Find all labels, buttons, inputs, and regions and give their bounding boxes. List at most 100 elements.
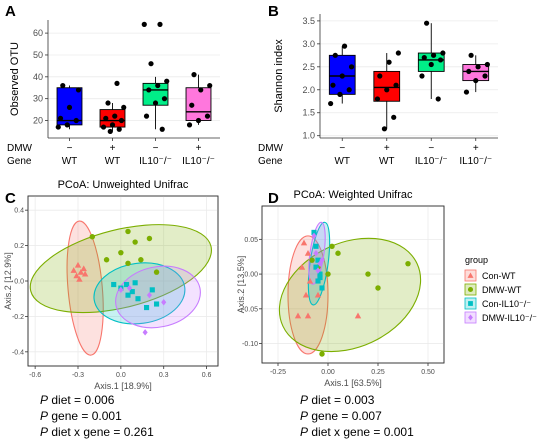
y-axis-title: Axis.2 [12.9%] — [3, 252, 13, 310]
data-point — [143, 113, 150, 119]
y-tick-label: -0.2 — [12, 314, 24, 321]
data-point — [468, 52, 474, 58]
x-tick-label: 0.25 — [371, 369, 385, 376]
point-diamond — [315, 267, 321, 274]
panel-letter: B — [268, 3, 279, 20]
data-point — [73, 117, 79, 124]
data-point — [384, 87, 390, 93]
point-diamond — [161, 299, 167, 306]
gene-value: IL10⁻/⁻ — [182, 156, 215, 167]
y-tick-label: 60 — [33, 28, 43, 38]
legend-title: group — [465, 255, 488, 265]
data-point — [440, 50, 446, 56]
data-point — [437, 57, 444, 63]
panel-letter: D — [268, 190, 279, 207]
data-point — [118, 117, 125, 124]
data-point — [109, 122, 116, 128]
data-point — [484, 61, 490, 68]
data-point — [55, 124, 61, 130]
gene-row-label: Gene — [258, 156, 283, 167]
data-point — [148, 61, 154, 67]
point-square — [313, 243, 319, 249]
dmw-value: − — [339, 143, 345, 154]
y-tick-label: -0.05 — [242, 306, 258, 313]
confidence-ellipse — [29, 224, 212, 314]
data-point — [60, 82, 66, 89]
point-circle — [138, 257, 144, 263]
data-point — [141, 21, 147, 27]
y-tick-label: -0.10 — [242, 341, 258, 348]
point-square — [154, 301, 160, 307]
y-tick-label: 2.0 — [302, 85, 315, 95]
point-circle — [325, 271, 331, 277]
data-point — [116, 126, 122, 132]
data-point — [64, 122, 70, 128]
data-point — [332, 52, 338, 58]
y-tick-label: 0.0 — [14, 279, 24, 286]
point-diamond — [146, 291, 152, 299]
point-triangle — [70, 267, 77, 273]
gene-value: WT — [62, 156, 78, 167]
legend: group Con-WT DMW-WT Con-IL10⁻/⁻ DMW-IL10⁻/⁻ — [464, 255, 537, 324]
gene-value: WT — [334, 156, 350, 167]
point-diamond — [319, 256, 325, 264]
point-triangle — [74, 261, 82, 268]
data-point — [346, 87, 352, 93]
data-point — [121, 104, 127, 111]
plot-frame — [27, 195, 219, 367]
plot-title: PCoA: Unweighted Unifrac — [58, 179, 189, 191]
point-diamond — [313, 250, 319, 257]
stat-value: diet x gene = 0.001 — [308, 425, 414, 439]
dmw-value: − — [153, 143, 159, 154]
point-square — [319, 285, 325, 291]
data-point — [207, 82, 213, 89]
x-tick-label: 0.6 — [202, 372, 212, 379]
point-triangle — [304, 312, 312, 319]
y-tick-label: 0.00 — [244, 272, 258, 279]
point-circle — [125, 228, 131, 235]
point-triangle — [80, 265, 87, 272]
data-point — [374, 96, 381, 102]
stat-value: gene = 0.001 — [48, 409, 122, 423]
data-point — [100, 124, 107, 130]
data-point — [328, 100, 334, 107]
dmw-value: + — [196, 143, 202, 154]
point-triangle — [81, 270, 89, 277]
data-point — [341, 43, 348, 49]
data-point — [419, 73, 425, 79]
point-circle — [89, 234, 96, 240]
y-tick-label: 3.5 — [302, 16, 315, 26]
gene-value: IL10⁻/⁻ — [459, 156, 492, 167]
x-tick-label: 0.50 — [421, 369, 435, 376]
x-tick-label: -0.25 — [270, 369, 286, 376]
point-square — [468, 301, 473, 306]
plot-area — [261, 205, 445, 364]
point-triangle — [354, 312, 362, 319]
y-axis-title: Shannon index — [273, 39, 285, 113]
stat-line: P gene = 0.001 — [40, 409, 122, 423]
point-square — [315, 257, 321, 263]
data-point — [164, 78, 170, 84]
data-point — [330, 82, 336, 88]
point-circle — [309, 257, 315, 263]
data-point — [391, 114, 397, 120]
data-point — [57, 115, 64, 121]
point-diamond — [126, 284, 132, 292]
point-circle — [118, 249, 124, 256]
panel-c: C PCoA: Unweighted Unifrac -0.6 -0.3 0.0 0.3 0… — [3, 179, 219, 439]
point-square — [129, 289, 135, 295]
stat-line: P gene = 0.007 — [300, 409, 382, 423]
point-triangle — [73, 272, 80, 279]
dmw-row-label: DMW — [7, 143, 33, 154]
point-triangle — [294, 312, 302, 319]
point-circle — [146, 235, 153, 242]
y-tick-label: 50 — [33, 50, 43, 60]
point-square — [313, 264, 319, 270]
point-circle — [365, 271, 371, 277]
data-point — [463, 89, 470, 95]
y-tick-label: 1.5 — [302, 108, 315, 118]
y-axis-title: Observed OTU — [9, 42, 21, 116]
data-point — [475, 64, 481, 70]
data-point — [337, 91, 343, 97]
point-circle — [405, 260, 411, 267]
